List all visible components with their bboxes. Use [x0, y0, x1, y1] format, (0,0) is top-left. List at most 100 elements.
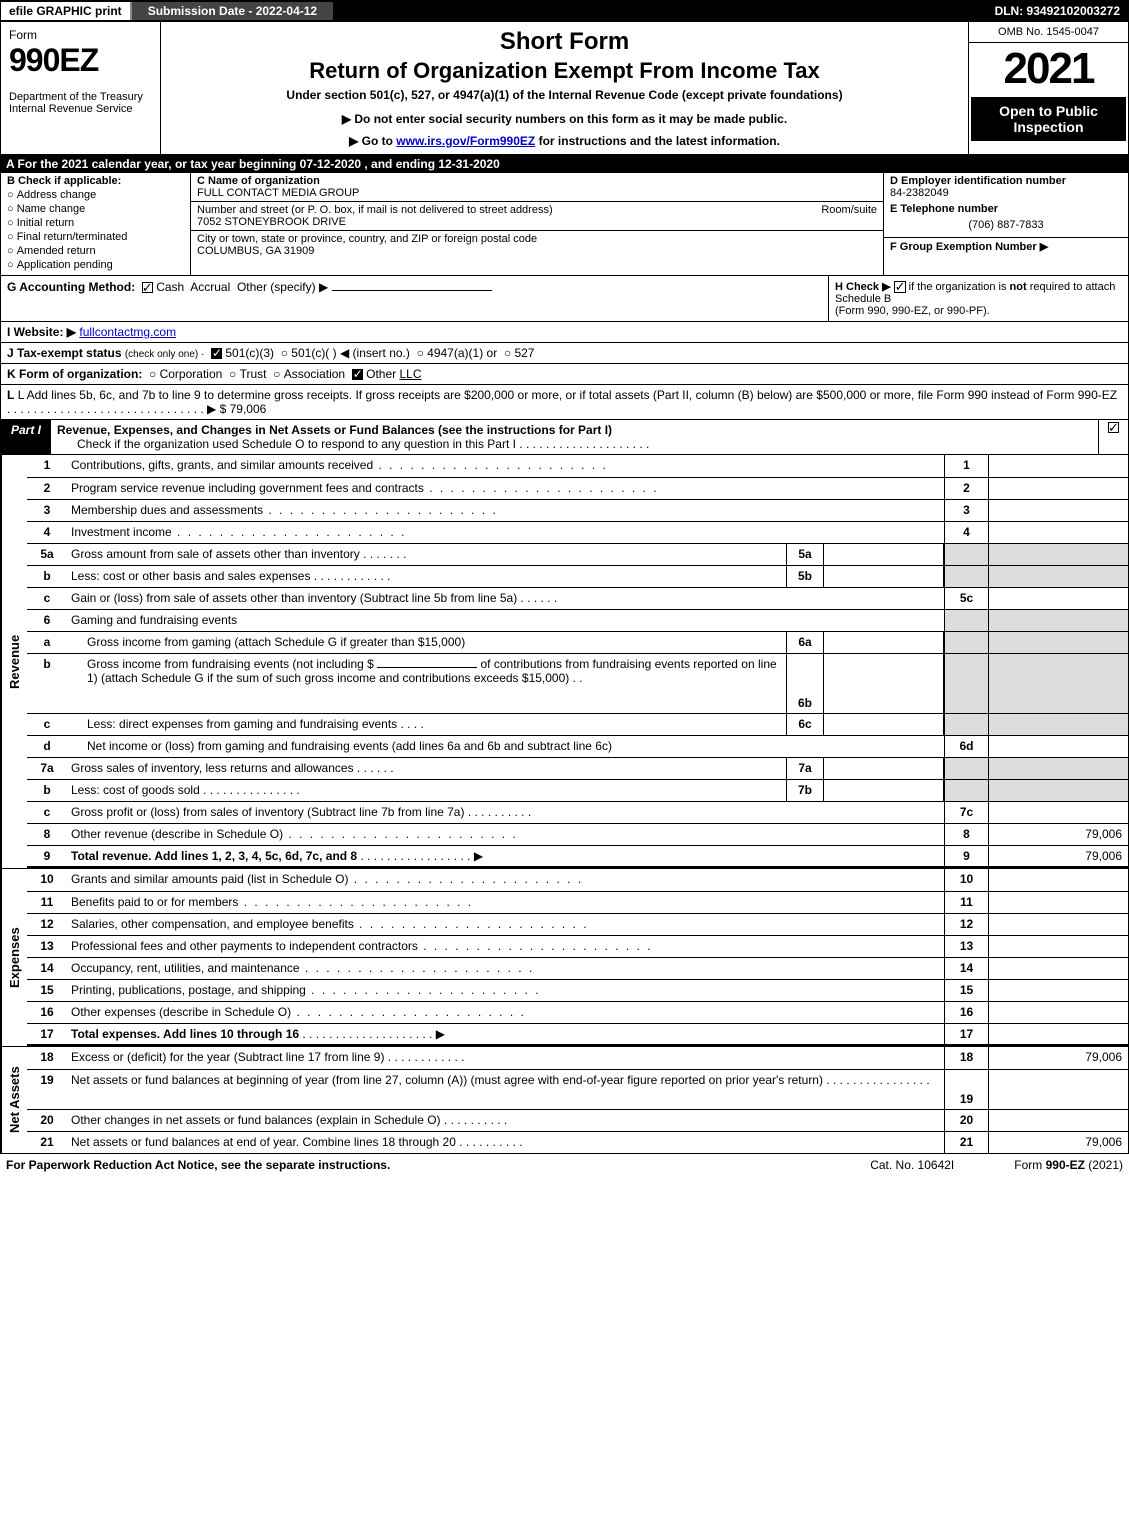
form-ref: Form 990-EZ (2021)	[1014, 1158, 1123, 1172]
part1-checkbox[interactable]	[1108, 422, 1119, 433]
chk-trust[interactable]: Trust	[229, 367, 266, 381]
chk-accrual[interactable]: Accrual	[190, 280, 230, 294]
j-sub: (check only one) ·	[125, 349, 204, 360]
chk-initial-return[interactable]: Initial return	[7, 217, 184, 229]
line-7b: b Less: cost of goods sold . . . . . . .…	[27, 779, 1128, 801]
open-public-inspection: Open to Public Inspection	[971, 97, 1126, 141]
line-11: 11 Benefits paid to or for members 11	[27, 891, 1128, 913]
j-tax-exempt-row: J Tax-exempt status (check only one) · 5…	[0, 343, 1129, 364]
line-8: 8 Other revenue (describe in Schedule O)…	[27, 823, 1128, 845]
cat-no: Cat. No. 10642I	[870, 1158, 954, 1172]
part1-check-text: Check if the organization used Schedule …	[77, 437, 516, 451]
line-19: 19 Net assets or fund balances at beginn…	[27, 1069, 1128, 1109]
line-15: 15 Printing, publications, postage, and …	[27, 979, 1128, 1001]
form-number: 990EZ	[9, 42, 152, 79]
side-label-net-assets: Net Assets	[1, 1047, 27, 1153]
line-14: 14 Occupancy, rent, utilities, and maint…	[27, 957, 1128, 979]
k-other-val: LLC	[399, 367, 421, 381]
k-other: Other	[366, 367, 396, 381]
h-checkbox[interactable]	[894, 281, 906, 293]
chk-amended-return[interactable]: Amended return	[7, 245, 184, 257]
g-label: G Accounting Method:	[7, 280, 135, 294]
ein-value: 84-2382049	[890, 187, 949, 199]
line-20: 20 Other changes in net assets or fund b…	[27, 1109, 1128, 1131]
department-label: Department of the Treasury Internal Reve…	[9, 91, 152, 115]
e-phone-row: E Telephone number (706) 887-7833	[884, 201, 1128, 238]
line-17: 17 Total expenses. Add lines 10 through …	[27, 1023, 1128, 1046]
submission-date: Submission Date - 2022-04-12	[130, 2, 333, 20]
6b-blank[interactable]	[377, 667, 477, 668]
chk-address-change[interactable]: Address change	[7, 189, 184, 201]
header-left: Form 990EZ Department of the Treasury In…	[1, 22, 161, 154]
chk-final-return[interactable]: Final return/terminated	[7, 231, 184, 243]
chk-corp[interactable]: Corporation	[149, 367, 222, 381]
line-7c: c Gross profit or (loss) from sales of i…	[27, 801, 1128, 823]
form-label: Form	[9, 28, 152, 42]
f-group-row: F Group Exemption Number ▶	[884, 238, 1128, 255]
line-6b: b Gross income from fundraising events (…	[27, 653, 1128, 713]
chk-cash[interactable]	[142, 282, 153, 293]
h-not: not	[1010, 281, 1027, 293]
chk-4947[interactable]: 4947(a)(1) or	[417, 346, 498, 360]
line-5a: 5a Gross amount from sale of assets othe…	[27, 543, 1128, 565]
other-specify-line[interactable]	[332, 290, 492, 291]
dln-label: DLN: 93492102003272	[987, 2, 1128, 20]
l-gross-receipts-row: L L Add lines 5b, 6c, and 7b to line 9 t…	[0, 385, 1129, 420]
line-21: 21 Net assets or fund balances at end of…	[27, 1131, 1128, 1153]
irs-link[interactable]: www.irs.gov/Form990EZ	[396, 134, 535, 148]
page-footer: For Paperwork Reduction Act Notice, see …	[0, 1154, 1129, 1176]
line-4: 4 Investment income 4	[27, 521, 1128, 543]
short-form-title: Short Form	[169, 28, 960, 56]
i-website-row: I Website: ▶ fullcontactmg.com	[0, 322, 1129, 343]
d-ein-row: D Employer identification number 84-2382…	[884, 173, 1128, 201]
h-text1: H Check ▶	[835, 281, 894, 293]
header-right: OMB No. 1545-0047 2021 Open to Public In…	[968, 22, 1128, 154]
k-form-org-row: K Form of organization: Corporation Trus…	[0, 364, 1129, 385]
website-link[interactable]: fullcontactmg.com	[79, 325, 176, 339]
chk-application-pending[interactable]: Application pending	[7, 259, 184, 271]
org-name: FULL CONTACT MEDIA GROUP	[197, 187, 359, 199]
h-text2: if the organization is	[909, 281, 1010, 293]
city-row: City or town, state or province, country…	[191, 231, 883, 259]
chk-name-change[interactable]: Name change	[7, 203, 184, 215]
line-10: 10 Grants and similar amounts paid (list…	[27, 869, 1128, 891]
chk-501c[interactable]: 501(c)( ) ◀ (insert no.)	[281, 346, 410, 360]
line-7a: 7a Gross sales of inventory, less return…	[27, 757, 1128, 779]
line-2: 2 Program service revenue including gove…	[27, 477, 1128, 499]
chk-other-org[interactable]	[352, 369, 363, 380]
street-label: Number and street (or P. O. box, if mail…	[197, 204, 553, 216]
g-accounting: G Accounting Method: Cash Accrual Other …	[1, 276, 828, 321]
chk-assoc[interactable]: Association	[273, 367, 345, 381]
revenue-table: Revenue 1 Contributions, gifts, grants, …	[0, 455, 1129, 869]
line-3: 3 Membership dues and assessments 3	[27, 499, 1128, 521]
chk-501c3[interactable]	[211, 348, 222, 359]
form-header: Form 990EZ Department of the Treasury In…	[0, 22, 1129, 155]
chk-527[interactable]: 527	[504, 346, 535, 360]
top-bar: efile GRAPHIC print Submission Date - 20…	[0, 0, 1129, 22]
line-6a: a Gross income from gaming (attach Sched…	[27, 631, 1128, 653]
line-13: 13 Professional fees and other payments …	[27, 935, 1128, 957]
phone-value: (706) 887-7833	[890, 215, 1122, 235]
part1-checkbox-cell	[1098, 420, 1128, 454]
line-5b: b Less: cost or other basis and sales ex…	[27, 565, 1128, 587]
efile-label[interactable]: efile GRAPHIC print	[1, 2, 130, 20]
city-label: City or town, state or province, country…	[197, 233, 537, 245]
g-other: Other (specify) ▶	[237, 280, 328, 294]
side-label-expenses: Expenses	[1, 869, 27, 1046]
j-label: J Tax-exempt status	[7, 346, 122, 360]
line-1: 1 Contributions, gifts, grants, and simi…	[27, 455, 1128, 477]
d-label: D Employer identification number	[890, 175, 1066, 187]
instr2-pre: ▶ Go to	[349, 134, 396, 148]
e-label: E Telephone number	[890, 203, 998, 215]
expenses-table: Expenses 10 Grants and similar amounts p…	[0, 869, 1129, 1047]
column-b-checkboxes: B Check if applicable: Address change Na…	[1, 173, 191, 275]
c-name-label: C Name of organization	[197, 175, 320, 187]
line-12: 12 Salaries, other compensation, and emp…	[27, 913, 1128, 935]
b-title: B Check if applicable:	[7, 175, 121, 187]
row-a-calendar-year: A For the 2021 calendar year, or tax yea…	[0, 155, 1129, 173]
line-6c: c Less: direct expenses from gaming and …	[27, 713, 1128, 735]
line-5c: c Gain or (loss) from sale of assets oth…	[27, 587, 1128, 609]
k-label: K Form of organization:	[7, 367, 142, 381]
omb-number: OMB No. 1545-0047	[969, 22, 1128, 43]
line-18: 18 Excess or (deficit) for the year (Sub…	[27, 1047, 1128, 1069]
